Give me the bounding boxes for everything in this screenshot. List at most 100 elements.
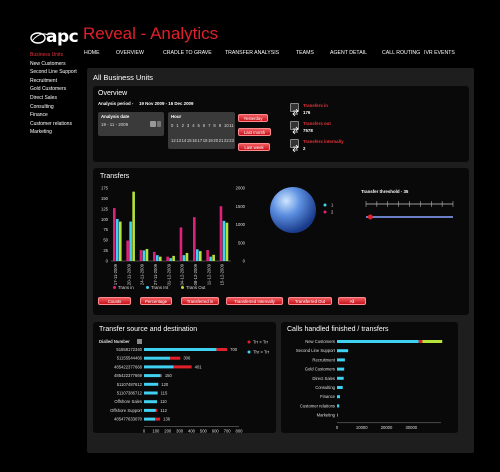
sidebar-item-customer-relations[interactable]: Customer relations [30, 120, 72, 127]
transfers-pie[interactable] [270, 187, 316, 233]
source-bar-trr[interactable] [144, 391, 158, 395]
hour-cell-22[interactable]: 22 [224, 138, 229, 143]
calls-bar[interactable] [337, 404, 340, 408]
transfer-bar[interactable] [116, 219, 119, 261]
transfer-bar[interactable] [156, 255, 159, 261]
calls-bar[interactable] [337, 358, 345, 362]
hour-cell-2[interactable]: 2 [181, 123, 184, 128]
calls-bar[interactable] [337, 386, 343, 389]
transfer-filter-button-0[interactable]: Counts [98, 297, 131, 305]
sidebar-item-direct-sales[interactable]: Direct Sales [30, 94, 57, 101]
transfer-filter-button-1[interactable]: Percentage [140, 297, 172, 305]
source-bar-trr[interactable] [144, 408, 156, 412]
transfer-bar[interactable] [179, 227, 183, 261]
transfer-bar[interactable] [113, 208, 116, 261]
date-spinner-icon[interactable] [157, 121, 161, 127]
transfer-bar[interactable] [222, 220, 226, 261]
source-bar-trr[interactable] [144, 374, 161, 378]
transfer-bar[interactable] [182, 255, 186, 261]
yesterday-button[interactable]: Yesterday [238, 114, 268, 122]
transfer-bar[interactable] [199, 251, 202, 261]
calls-bar[interactable] [337, 376, 344, 380]
last-week-button[interactable]: Last week [238, 143, 270, 151]
transfer-bar[interactable] [145, 248, 149, 261]
transfer-bar[interactable] [126, 240, 129, 261]
hour-cell-0[interactable]: 0 [171, 123, 174, 128]
sidebar-item-second-line-support[interactable]: Second Line Support [30, 69, 77, 76]
sidebar-item-new-customers[interactable]: New Customers [30, 60, 66, 67]
calls-bar[interactable] [337, 349, 349, 353]
source-bar-thr[interactable] [170, 356, 181, 360]
hour-cell-4[interactable]: 4 [192, 123, 195, 128]
nav-call-routing[interactable]: CALL ROUTING [382, 50, 421, 56]
last-month-button[interactable]: Last month [238, 128, 271, 136]
nav-overview[interactable]: OVERVIEW [116, 50, 144, 56]
transfer-bar[interactable] [166, 256, 169, 261]
hour-cell-3[interactable]: 3 [186, 123, 190, 128]
hour-cell-21[interactable]: 21 [218, 138, 224, 143]
transfer-bar[interactable] [139, 250, 143, 261]
source-bar-thr[interactable] [160, 374, 162, 378]
source-bar-thr[interactable] [155, 417, 161, 421]
transfer-bar[interactable] [185, 252, 189, 261]
source-bar-thr[interactable] [216, 348, 228, 351]
calls-bar[interactable] [337, 367, 345, 371]
transfer-bar[interactable] [219, 206, 223, 261]
transfer-filter-button-5[interactable]: All [338, 297, 366, 305]
source-bar-thr[interactable] [155, 408, 158, 412]
transfer-bar[interactable] [129, 221, 132, 261]
nav-cradle-to-grave[interactable]: CRADLE TO GRAVE [163, 50, 212, 56]
hour-cell-10[interactable]: 10 [224, 123, 229, 128]
calls-bar[interactable] [337, 395, 340, 399]
hour-cell-1[interactable]: 1 [176, 123, 179, 128]
calendar-icon[interactable] [150, 121, 156, 127]
hour-cell-18[interactable]: 18 [202, 138, 208, 143]
sidebar-item-marketing[interactable]: Marketing [30, 129, 52, 136]
source-bar-trr[interactable] [144, 382, 159, 386]
transfer-bar[interactable] [209, 256, 212, 261]
transfer-bar[interactable] [119, 221, 122, 261]
transfer-bar[interactable] [225, 222, 229, 261]
transfer-bar[interactable] [159, 256, 162, 261]
transfer-filter-button-3[interactable]: Transferred Internally [226, 297, 283, 305]
source-bar-trr[interactable] [144, 400, 158, 404]
transfer-bar[interactable] [206, 250, 209, 261]
nav-teams[interactable]: TEAMS [296, 50, 314, 56]
transfer-bar[interactable] [169, 258, 172, 261]
sidebar-item-consulting[interactable]: Consulting [30, 103, 54, 110]
transfer-bar[interactable] [196, 249, 199, 261]
transfer-filter-button-2[interactable]: Transferred in [181, 297, 219, 305]
nav-home[interactable]: HOME [84, 50, 100, 56]
header-sort-icon[interactable] [137, 339, 142, 344]
sidebar-item-finance[interactable]: Finance [30, 112, 48, 119]
transfer-bar[interactable] [153, 251, 156, 261]
hour-cell-8[interactable]: 8 [213, 123, 216, 128]
source-bar-trr[interactable] [144, 348, 217, 351]
hour-cell-23[interactable]: 23 [229, 138, 234, 143]
calls-bar-extra[interactable] [418, 340, 423, 343]
hour-cell-5[interactable]: 5 [197, 123, 200, 128]
sidebar-item-recruitment[interactable]: Recruitment [30, 77, 57, 84]
transfer-bar[interactable] [172, 255, 175, 261]
transfer-bar[interactable] [142, 250, 146, 261]
nav-agent-detail[interactable]: AGENT DETAIL [330, 50, 367, 56]
calls-bar[interactable] [337, 340, 419, 343]
source-bar-trr[interactable] [144, 417, 156, 421]
transfer-bar[interactable] [212, 254, 215, 261]
sidebar-item-gold-customers[interactable]: Gold Customers [30, 86, 67, 93]
calls-bar[interactable] [337, 413, 338, 417]
hour-cell-14[interactable]: 14 [181, 138, 187, 143]
hour-cell-13[interactable]: 13 [176, 138, 181, 143]
calls-bar-extra[interactable] [422, 340, 443, 343]
source-bar-thr[interactable] [173, 365, 192, 369]
nav-ivr-events[interactable]: IVR EVENTS [424, 50, 455, 56]
hour-cell-9[interactable]: 9 [218, 123, 222, 128]
analysis-date-input[interactable]: 19 - 11 - 2009 [101, 122, 129, 127]
hour-cell-17[interactable]: 17 [197, 138, 203, 143]
source-bar-trr[interactable] [144, 365, 174, 369]
hour-cell-15[interactable]: 15 [186, 138, 192, 143]
transfer-bar[interactable] [132, 191, 135, 261]
hour-cell-16[interactable]: 16 [192, 138, 197, 143]
hour-cell-7[interactable]: 7 [208, 123, 211, 128]
hour-cell-19[interactable]: 19 [208, 138, 213, 143]
